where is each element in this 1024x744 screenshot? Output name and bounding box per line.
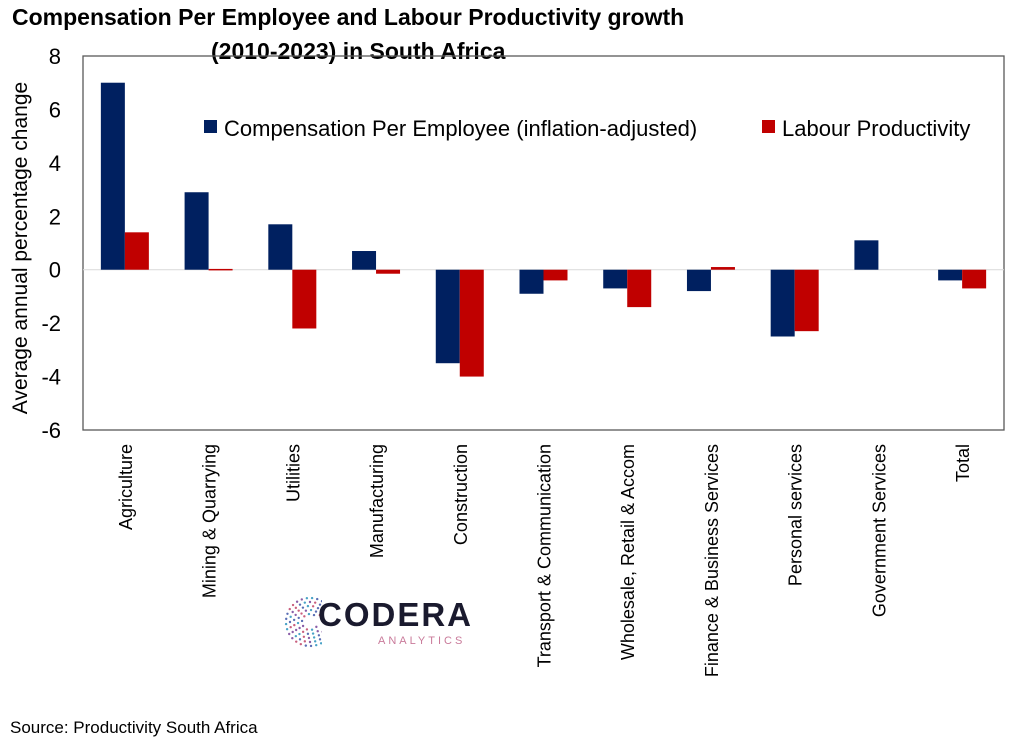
- y-tick-label: 0: [49, 258, 61, 283]
- bar-compensation: [603, 269, 628, 289]
- bar-compensation: [352, 251, 377, 270]
- chart-title-line-2: (2010-2023) in South Africa: [211, 38, 506, 64]
- legend-label: Labour Productivity: [782, 116, 970, 141]
- bar-compensation: [686, 269, 711, 292]
- bar-compensation: [519, 269, 544, 294]
- chart-title-line-1: Compensation Per Employee and Labour Pro…: [12, 4, 685, 30]
- y-tick-label: 2: [49, 204, 61, 229]
- bar-productivity: [627, 269, 652, 308]
- bar-compensation: [854, 240, 879, 270]
- x-tick-label: Utilities: [283, 444, 303, 502]
- bar-productivity: [543, 269, 568, 281]
- legend-swatch: [204, 120, 217, 133]
- plot-frame: [82, 55, 1005, 431]
- bar-compensation: [938, 269, 963, 281]
- bar-productivity: [376, 269, 401, 274]
- bar-compensation: [184, 192, 209, 270]
- bar-productivity: [794, 269, 819, 332]
- x-tick-label: Wholesale, Retail & Accom: [618, 444, 638, 660]
- x-tick-label: Transport & Communication: [535, 444, 555, 667]
- bar-productivity: [208, 268, 233, 271]
- x-tick-label: Mining & Quarrying: [200, 444, 220, 598]
- x-tick-label: Total: [953, 444, 973, 482]
- bar-compensation: [435, 269, 460, 364]
- y-tick-label: -2: [41, 311, 61, 336]
- bar-compensation: [100, 82, 125, 270]
- legend-swatch: [762, 120, 775, 133]
- logo-subtext: ANALYTICS: [378, 635, 466, 647]
- x-tick-label: Manufacturing: [367, 444, 387, 558]
- x-tick-label: Finance & Business Services: [702, 444, 722, 677]
- y-tick-label: -6: [41, 418, 61, 443]
- y-tick-label: 8: [49, 44, 61, 69]
- x-tick-label: Personal services: [786, 444, 806, 586]
- bar-compensation: [268, 224, 293, 270]
- bar-productivity: [710, 267, 735, 270]
- codera-logo: CODERA ANALYTICS: [282, 592, 472, 652]
- bar-compensation: [770, 269, 795, 337]
- logo-text: CODERA: [318, 596, 474, 633]
- y-tick-label: 4: [49, 151, 61, 176]
- y-tick-label: 6: [49, 97, 61, 122]
- bar-productivity: [962, 269, 987, 289]
- y-tick-label: -4: [41, 365, 61, 390]
- y-axis-label: Average annual percentage change: [9, 82, 32, 414]
- x-tick-label: Construction: [451, 444, 471, 545]
- logo-dot-circle-icon: [284, 596, 322, 648]
- bar-productivity: [292, 269, 317, 329]
- bar-productivity: [124, 232, 149, 270]
- x-tick-label: Agriculture: [116, 444, 136, 530]
- x-tick-label: Government Services: [869, 444, 889, 617]
- source-note: Source: Productivity South Africa: [10, 718, 258, 737]
- bar-productivity: [459, 269, 484, 377]
- legend-label: Compensation Per Employee (inflation-adj…: [224, 116, 697, 141]
